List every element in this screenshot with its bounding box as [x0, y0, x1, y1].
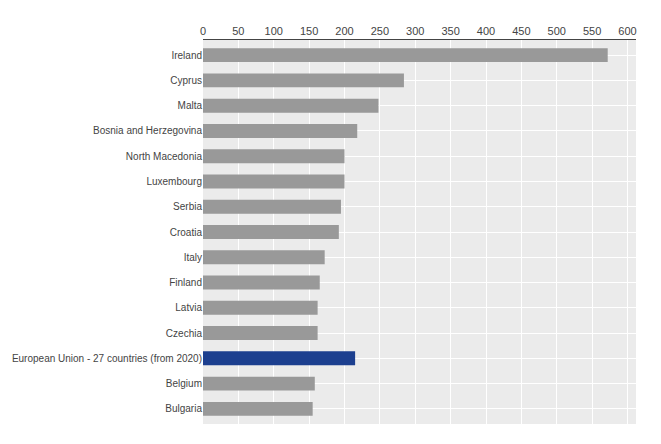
svg-text:300: 300	[406, 25, 424, 37]
svg-text:100: 100	[265, 25, 283, 37]
svg-text:North Macedonia: North Macedonia	[126, 151, 203, 162]
svg-text:Belgium: Belgium	[166, 378, 202, 389]
svg-text:Croatia: Croatia	[170, 227, 203, 238]
svg-text:150: 150	[300, 25, 318, 37]
svg-text:Serbia: Serbia	[173, 201, 202, 212]
svg-text:European Union - 27 countries: European Union - 27 countries (from 2020…	[12, 353, 202, 364]
svg-text:Czechia: Czechia	[166, 328, 203, 339]
svg-text:Luxembourg: Luxembourg	[146, 176, 202, 187]
svg-text:350: 350	[441, 25, 459, 37]
svg-text:Bulgaria: Bulgaria	[165, 403, 202, 414]
svg-text:50: 50	[232, 25, 244, 37]
svg-text:450: 450	[512, 25, 530, 37]
svg-text:Bosnia and Herzegovina: Bosnia and Herzegovina	[93, 125, 202, 136]
svg-text:600: 600	[618, 25, 636, 37]
svg-text:550: 550	[583, 25, 601, 37]
svg-text:0: 0	[200, 25, 206, 37]
svg-text:Latvia: Latvia	[175, 302, 202, 313]
svg-text:Ireland: Ireland	[171, 50, 202, 61]
svg-text:250: 250	[371, 25, 389, 37]
svg-text:400: 400	[477, 25, 495, 37]
svg-text:Finland: Finland	[169, 277, 202, 288]
svg-text:Cyprus: Cyprus	[170, 75, 202, 86]
svg-text:200: 200	[335, 25, 353, 37]
svg-text:Malta: Malta	[178, 100, 203, 111]
svg-text:500: 500	[548, 25, 566, 37]
svg-text:Italy: Italy	[184, 252, 202, 263]
